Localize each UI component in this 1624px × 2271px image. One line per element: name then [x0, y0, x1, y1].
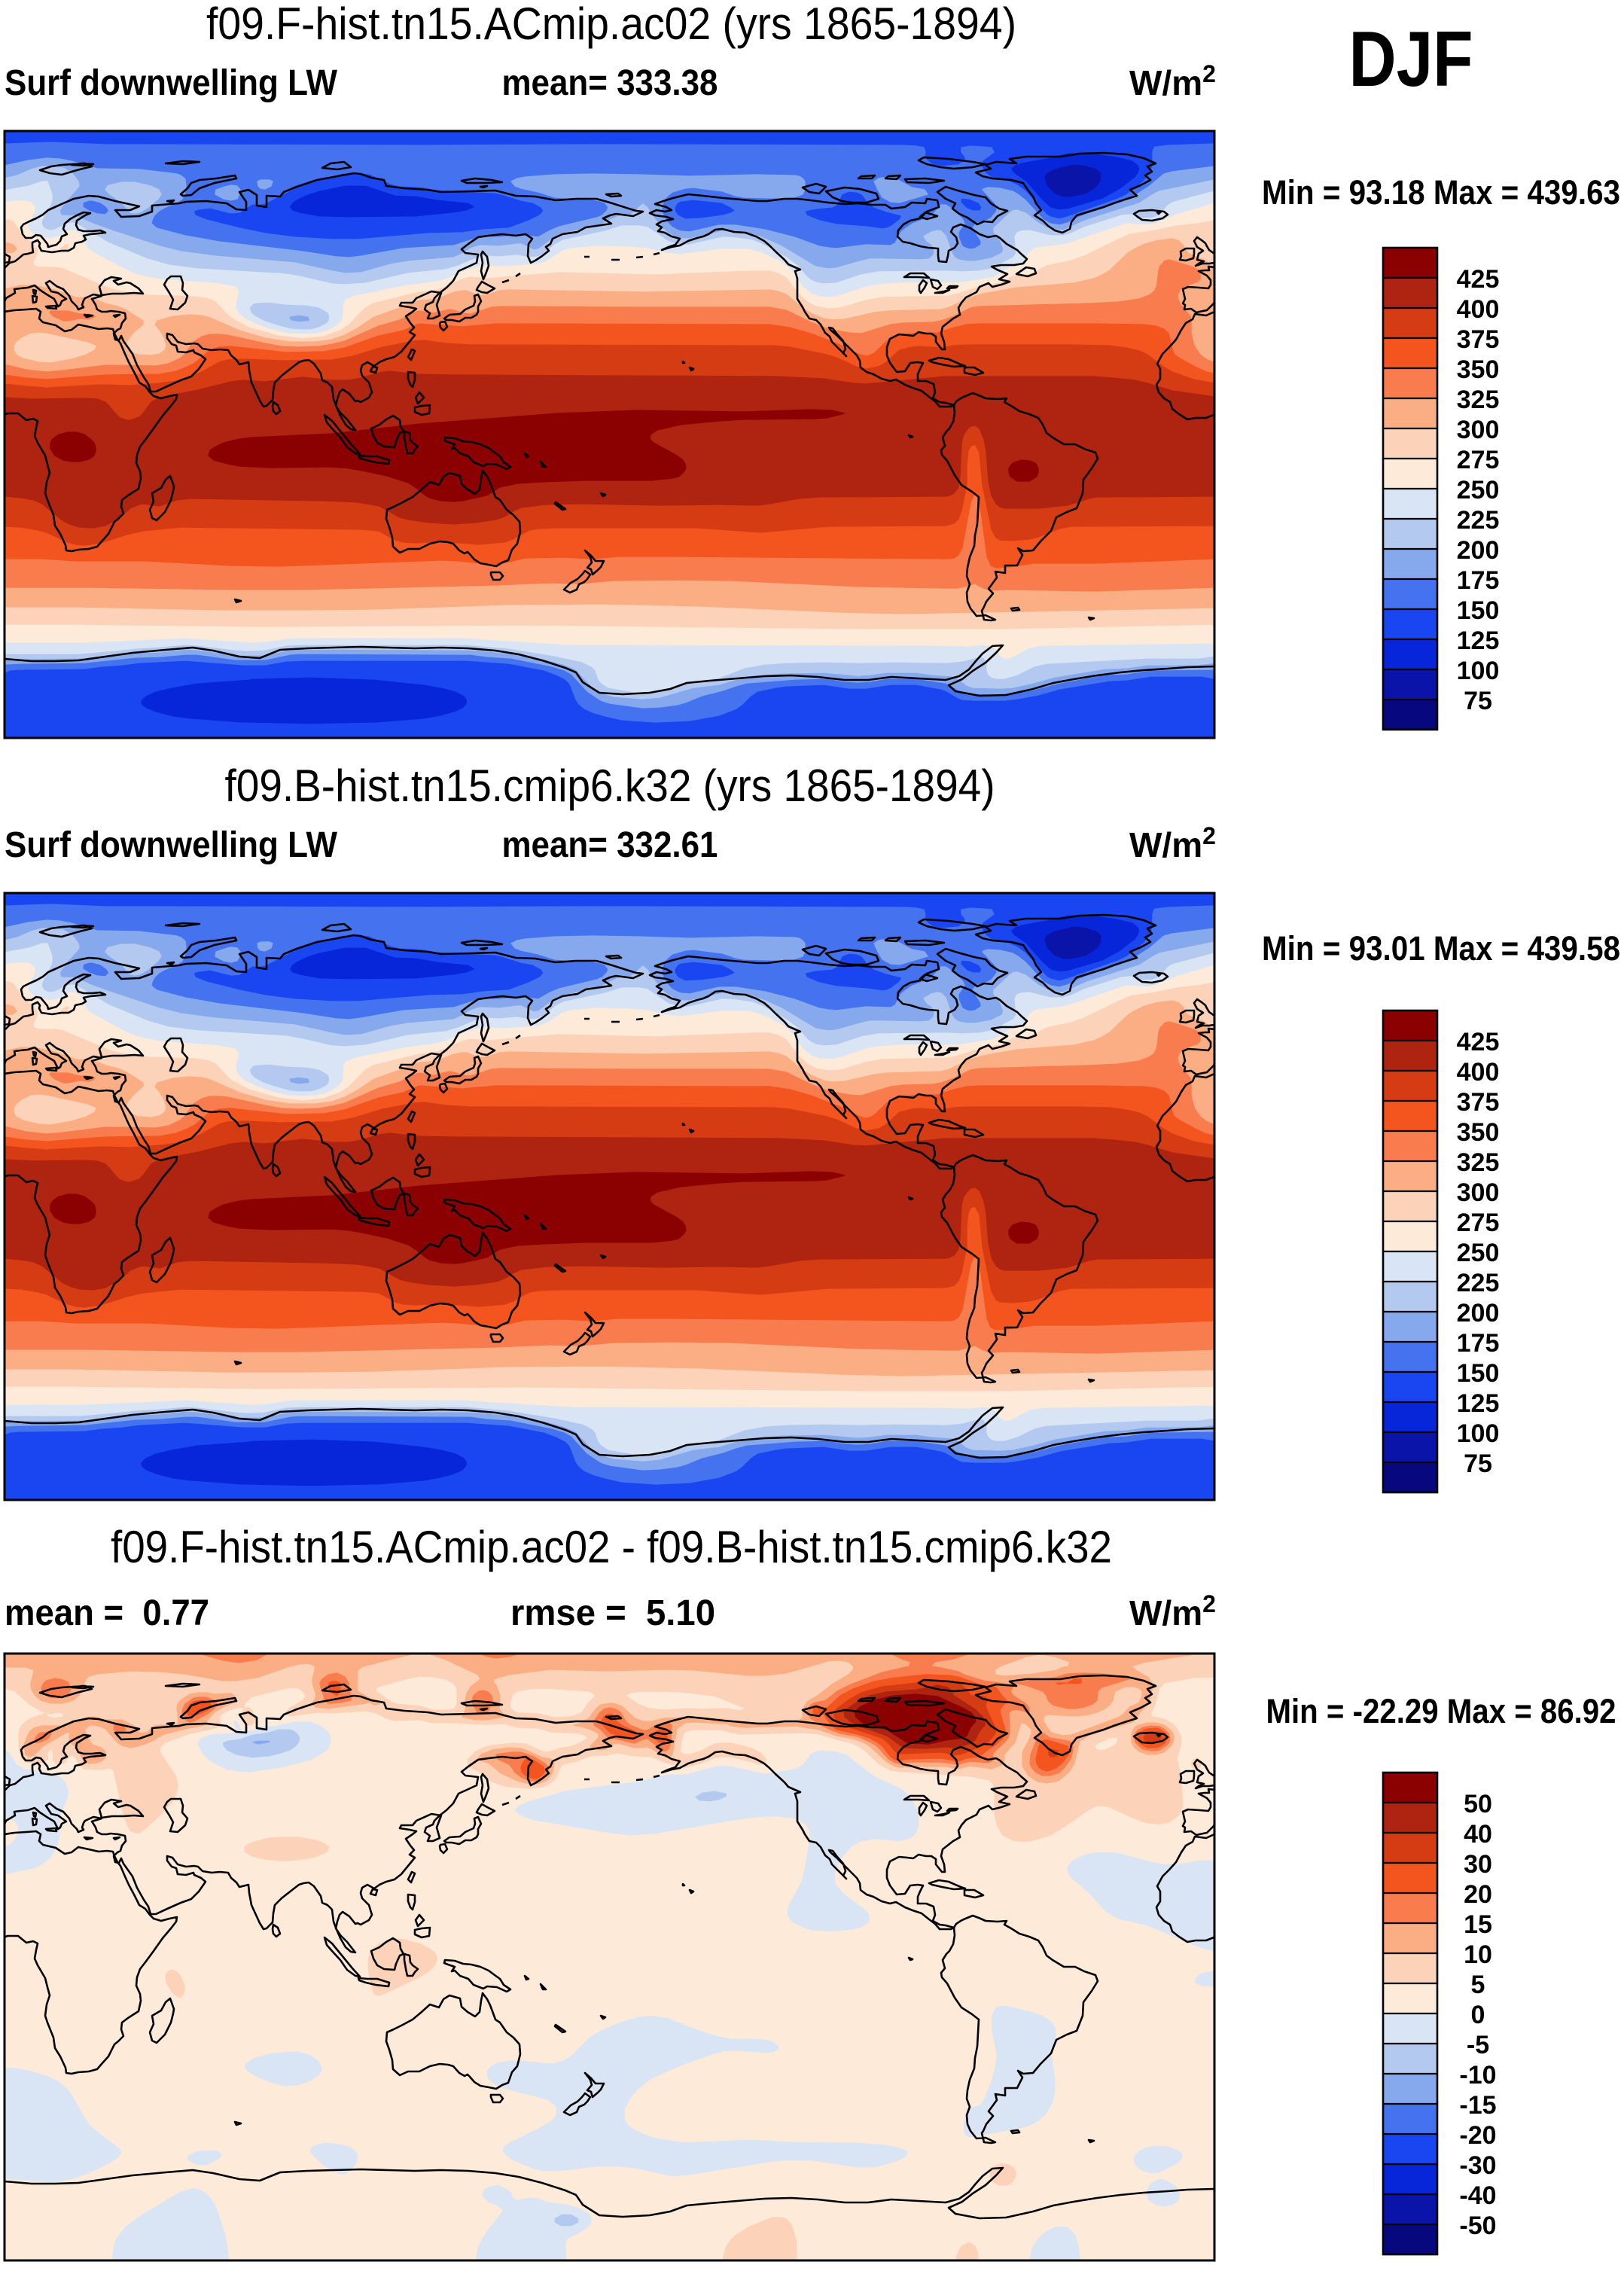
svg-text:425: 425 — [1457, 1028, 1500, 1056]
svg-text:-40: -40 — [1459, 2181, 1496, 2210]
svg-text:W/m2: W/m2 — [1129, 1590, 1216, 1632]
svg-text:200: 200 — [1457, 1299, 1500, 1328]
svg-text:275: 275 — [1457, 1209, 1500, 1237]
svg-text:-15: -15 — [1459, 2091, 1496, 2120]
svg-text:375: 375 — [1457, 1088, 1500, 1117]
svg-text:175: 175 — [1457, 566, 1500, 595]
svg-text:375: 375 — [1457, 325, 1500, 354]
svg-text:mean= 332.61: mean= 332.61 — [502, 825, 718, 865]
svg-text:125: 125 — [1457, 626, 1500, 655]
svg-text:250: 250 — [1457, 1239, 1500, 1267]
svg-text:300: 300 — [1457, 416, 1500, 444]
svg-text:250: 250 — [1457, 476, 1500, 504]
svg-text:325: 325 — [1457, 1148, 1500, 1177]
svg-text:75: 75 — [1464, 1449, 1492, 1478]
svg-text:f09.F-hist.tn15.ACmip.ac02 (yr: f09.F-hist.tn15.ACmip.ac02 (yrs 1865-189… — [206, 0, 1016, 49]
svg-text:225: 225 — [1457, 506, 1500, 535]
svg-text:350: 350 — [1457, 355, 1500, 384]
svg-text:-30: -30 — [1459, 2151, 1496, 2180]
svg-text:75: 75 — [1464, 687, 1492, 715]
svg-text:20: 20 — [1464, 1880, 1492, 1909]
svg-text:30: 30 — [1464, 1850, 1492, 1879]
svg-text:125: 125 — [1457, 1389, 1500, 1418]
svg-text:Min = 93.18 Max = 439.63: Min = 93.18 Max = 439.63 — [1262, 173, 1620, 212]
svg-text:Surf downwelling LW: Surf downwelling LW — [5, 63, 338, 103]
svg-text:50: 50 — [1464, 1790, 1492, 1818]
svg-text:100: 100 — [1457, 657, 1500, 685]
svg-text:400: 400 — [1457, 1058, 1500, 1087]
svg-text:Min = 93.01 Max = 439.58: Min = 93.01 Max = 439.58 — [1262, 929, 1620, 968]
svg-text:325: 325 — [1457, 386, 1500, 414]
svg-text:225: 225 — [1457, 1269, 1500, 1297]
svg-text:175: 175 — [1457, 1329, 1500, 1358]
svg-text:-10: -10 — [1459, 2061, 1496, 2090]
svg-text:-50: -50 — [1459, 2212, 1496, 2240]
svg-text:W/m2: W/m2 — [1129, 822, 1216, 864]
svg-text:275: 275 — [1457, 446, 1500, 474]
svg-text:400: 400 — [1457, 295, 1500, 324]
svg-text:150: 150 — [1457, 596, 1500, 625]
svg-text:200: 200 — [1457, 536, 1500, 565]
svg-text:100: 100 — [1457, 1419, 1500, 1448]
svg-text:350: 350 — [1457, 1118, 1500, 1147]
svg-text:f09.F-hist.tn15.ACmip.ac02 - f: f09.F-hist.tn15.ACmip.ac02 - f09.B-hist.… — [111, 1522, 1112, 1572]
svg-text:rmse = 5.10: rmse = 5.10 — [510, 1593, 715, 1633]
svg-text:150: 150 — [1457, 1359, 1500, 1388]
svg-text:f09.B-hist.tn15.cmip6.k32 (yrs: f09.B-hist.tn15.cmip6.k32 (yrs 1865-1894… — [225, 761, 995, 811]
svg-text:Min = -22.29 Max = 86.92: Min = -22.29 Max = 86.92 — [1266, 1692, 1616, 1730]
svg-text:10: 10 — [1464, 1940, 1492, 1969]
svg-text:40: 40 — [1464, 1820, 1492, 1849]
svg-text:Surf downwelling LW: Surf downwelling LW — [5, 825, 338, 865]
svg-text:-20: -20 — [1459, 2121, 1496, 2150]
svg-text:W/m2: W/m2 — [1129, 60, 1216, 102]
svg-text:0: 0 — [1471, 2001, 1485, 2029]
svg-text:mean= 333.38: mean= 333.38 — [502, 63, 718, 103]
svg-text:5: 5 — [1471, 1971, 1485, 1999]
svg-text:mean = 0.77: mean = 0.77 — [5, 1593, 209, 1633]
svg-text:425: 425 — [1457, 265, 1500, 294]
svg-text:15: 15 — [1464, 1910, 1492, 1939]
svg-text:-5: -5 — [1467, 2031, 1489, 2059]
svg-text:300: 300 — [1457, 1178, 1500, 1207]
svg-text:DJF: DJF — [1349, 16, 1473, 103]
